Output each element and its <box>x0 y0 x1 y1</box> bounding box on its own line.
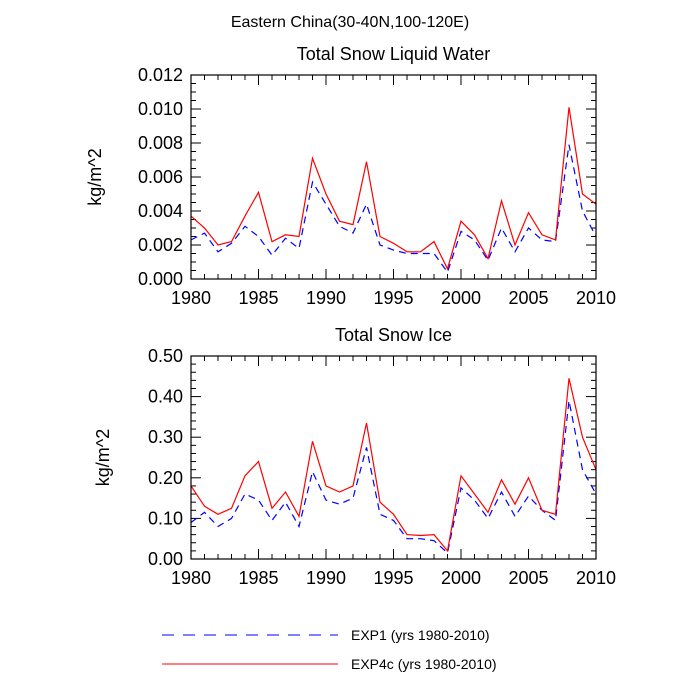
y-axis-label-snow-liquid-water: kg/m^2 <box>85 148 105 205</box>
y-tick-label: 0.002 <box>138 235 183 255</box>
x-tick-label: 2000 <box>441 568 481 588</box>
y-tick-label: 0.004 <box>138 201 183 221</box>
x-tick-label: 2010 <box>576 288 616 308</box>
y-tick-label: 0.000 <box>138 269 183 289</box>
y-tick-label: 0.008 <box>138 133 183 153</box>
x-tick-label: 1995 <box>373 568 413 588</box>
x-tick-label: 1980 <box>171 568 211 588</box>
y-tick-label: 0.006 <box>138 167 183 187</box>
series-line-exp4c <box>190 378 597 553</box>
x-tick-label: 1990 <box>306 568 346 588</box>
legend-label-exp4c: EXP4c (yrs 1980-2010) <box>351 656 497 672</box>
chart-title-snow-ice: Total Snow Ice <box>335 325 452 345</box>
panel-snow-ice: Total Snow Ice kg/m^2 1980 1985 1990 1995 2000… <box>93 325 616 588</box>
y-tick-label: 0.20 <box>148 468 183 488</box>
x-tick-label: 2005 <box>508 288 548 308</box>
y-tick-label: 0.012 <box>138 65 183 85</box>
y-tick-label: 0.40 <box>148 387 183 407</box>
legend: EXP1 (yrs 1980-2010) EXP4c (yrs 1980-201… <box>162 627 497 672</box>
x-tick-label: 1985 <box>238 288 278 308</box>
y-tick-label: 0.010 <box>138 99 183 119</box>
x-tick-label: 1990 <box>306 288 346 308</box>
y-tick-label: 0.30 <box>148 427 183 447</box>
series-line-exp4c <box>190 107 597 271</box>
x-tick-label: 1980 <box>171 288 211 308</box>
x-tick-label: 2005 <box>508 568 548 588</box>
x-tick-label: 2010 <box>576 568 616 588</box>
series-line-exp1 <box>190 400 597 555</box>
y-tick-label: 0.50 <box>148 346 183 366</box>
figure-title: Eastern China(30-40N,100-120E) <box>231 14 469 31</box>
series-line-exp1 <box>190 144 597 274</box>
x-tick-label: 2000 <box>441 288 481 308</box>
legend-label-exp1: EXP1 (yrs 1980-2010) <box>351 627 490 643</box>
plot-frame <box>190 74 597 280</box>
panel-snow-liquid-water: Total Snow Liquid Water kg/m^2 1980 1985 199… <box>85 44 616 308</box>
x-tick-label: 1985 <box>238 568 278 588</box>
x-tick-label: 1995 <box>373 288 413 308</box>
y-axis-label-snow-ice: kg/m^2 <box>93 429 113 486</box>
y-tick-label: 0.00 <box>148 549 183 569</box>
y-tick-label: 0.10 <box>148 508 183 528</box>
chart-title-snow-liquid-water: Total Snow Liquid Water <box>297 44 490 64</box>
plot-frame <box>190 355 597 560</box>
